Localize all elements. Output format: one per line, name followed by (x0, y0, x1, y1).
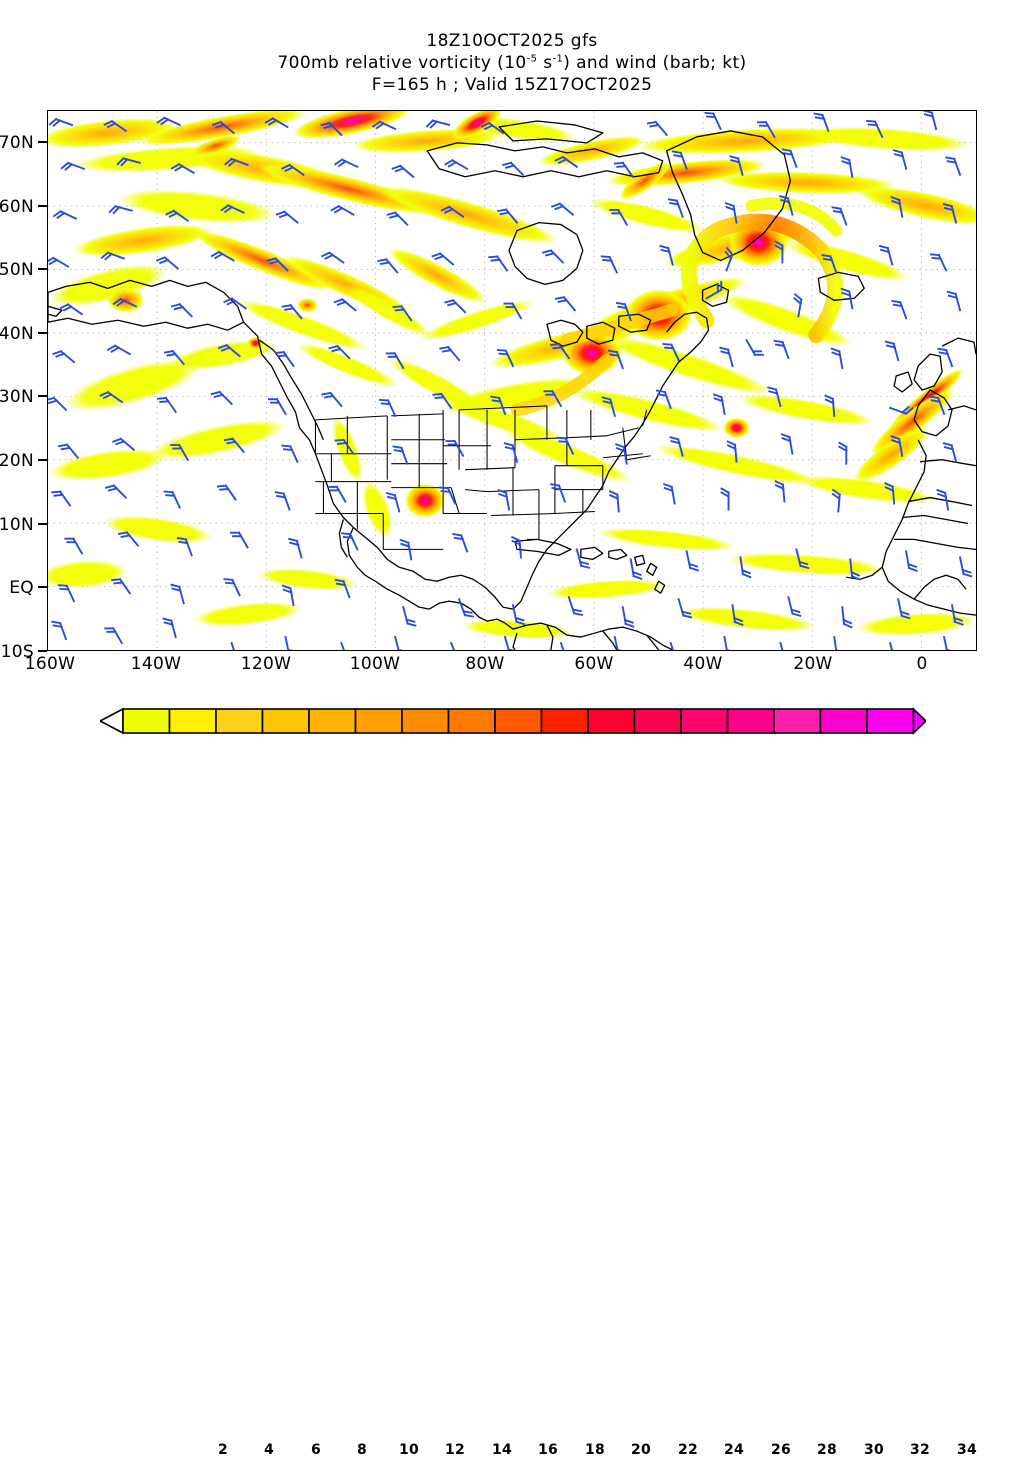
colorbar-extend-low (100, 707, 124, 735)
x-tick-label-20W: 20W (793, 654, 833, 674)
colorbar-label-18: 18 (585, 1442, 605, 1458)
chart-title-block: 18Z10OCT2025 gfs 700mb relative vorticit… (0, 30, 1024, 96)
y-tick-label-EQ: EQ (9, 578, 34, 598)
map-plot-area (47, 110, 977, 651)
colorbar-swatches (100, 707, 926, 735)
y-tick-label-40N: 40N (0, 324, 34, 344)
colorbar-label-2: 2 (218, 1442, 228, 1458)
colorbar-label-20: 20 (631, 1442, 651, 1458)
title-line-model: 18Z10OCT2025 gfs (426, 31, 598, 51)
y-tick-label-60N: 60N (0, 197, 34, 217)
x-tick-label-80W: 80W (465, 654, 505, 674)
y-tick-mark-EQ (38, 586, 47, 588)
vortex-east-pacific-tropical-low (405, 483, 446, 518)
y-tick-label-10N: 10N (0, 515, 34, 535)
y-tick-mark-10N (38, 523, 47, 525)
title-variable-mid: s (537, 53, 553, 73)
vortex-bc-coast (247, 337, 264, 350)
colorbar-label-8: 8 (357, 1442, 367, 1458)
colorbar-label-6: 6 (311, 1442, 321, 1458)
colorbar: 2 4 6 8 10 12 14 16 18 20 22 24 26 28 30… (100, 706, 977, 1458)
title-variable-pre: 700mb relative vorticity (10 (277, 53, 527, 73)
vorticity-shading-layer (48, 111, 976, 639)
colorbar-label-30: 30 (864, 1442, 884, 1458)
vortex-nw-canada-band (190, 135, 241, 157)
state-boundary-layer (314, 405, 651, 550)
colorbar-label-24: 24 (724, 1442, 744, 1458)
x-tick-label-0: 0 (916, 654, 928, 674)
y-tick-label-20N: 20N (0, 451, 34, 471)
x-tick-label-100W: 100W (349, 654, 401, 674)
title-variable-post: ) and wind (barb; kt) (563, 53, 747, 73)
y-tick-mark-50N (38, 268, 47, 270)
vortex-rockies-max (297, 298, 318, 313)
y-tick-mark-60N (38, 205, 47, 207)
title-line-valid: F=165 h ; Valid 15Z17OCT2025 (371, 75, 653, 95)
colorbar-label-4: 4 (264, 1442, 274, 1458)
vortex-gulf-of-alaska-low (107, 288, 144, 313)
colorbar-label-26: 26 (771, 1442, 791, 1458)
x-tick-label-40W: 40W (683, 654, 723, 674)
colorbar-label-32: 32 (910, 1442, 930, 1458)
title-line-variable: 700mb relative vorticity (10-5 s-1) and … (0, 52, 1024, 74)
coastline-layer (48, 120, 976, 650)
y-tick-label-50N: 50N (0, 260, 34, 280)
x-tick-label-160W: 160W (24, 654, 76, 674)
y-tick-mark-30N (38, 395, 47, 397)
y-tick-mark-40N (38, 332, 47, 334)
colorbar-label-22: 22 (678, 1442, 698, 1458)
y-tick-mark-20N (38, 459, 47, 461)
colorbar-label-28: 28 (817, 1442, 837, 1458)
colorbar-label-12: 12 (445, 1442, 465, 1458)
y-tick-mark-70N (38, 141, 47, 143)
title-exponent-minus5: -5 (526, 53, 538, 65)
y-tick-label-70N: 70N (0, 133, 34, 153)
vortex-subtropical-atlantic-spot (723, 417, 750, 438)
colorbar-extend-high (912, 707, 926, 735)
x-tick-label-60W: 60W (574, 654, 614, 674)
colorbar-label-34: 34 (957, 1442, 977, 1458)
y-tick-label-10S: 10S (0, 642, 34, 662)
weather-chart-page: 18Z10OCT2025 gfs 700mb relative vorticit… (0, 30, 1024, 1458)
x-tick-label-120W: 120W (240, 654, 292, 674)
title-exponent-minus1: -1 (552, 53, 564, 65)
map-canvas (48, 111, 976, 650)
colorbar-label-10: 10 (399, 1442, 419, 1458)
colorbar-label-16: 16 (538, 1442, 558, 1458)
x-tick-label-140W: 140W (130, 654, 182, 674)
colorbar-label-14: 14 (492, 1442, 512, 1458)
y-tick-mark-10S (38, 650, 47, 652)
y-tick-label-30N: 30N (0, 387, 34, 407)
